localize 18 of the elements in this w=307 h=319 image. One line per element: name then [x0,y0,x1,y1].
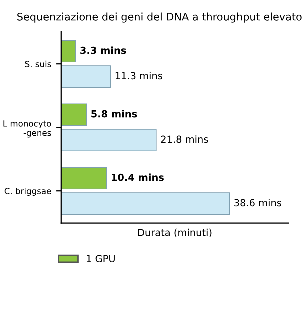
data-label: 10.4 mins [112,174,164,182]
x-axis-title: Durata (minuti) [138,228,212,238]
data-label: 21.8 mins [161,136,208,144]
data-label: 38.6 mins [234,199,282,207]
bar [61,129,157,152]
bar [61,40,76,63]
data-label: 11.3 mins [116,72,162,80]
y-tick-label: S. suis [25,60,52,68]
data-label: 5.8 mins [92,110,138,118]
bar [61,167,108,190]
bar [61,192,230,215]
data-label: 3.3 mins [80,46,126,54]
bar [61,104,88,126]
chart-title: Sequenziazione dei geni del DNA a throughput elevato [18,12,302,23]
legend-label: 1 GPU [87,255,115,263]
y-tick-label: L monocyto -genes [4,120,52,138]
y-tick-label: C. briggsae [4,188,52,196]
bar [61,66,112,88]
